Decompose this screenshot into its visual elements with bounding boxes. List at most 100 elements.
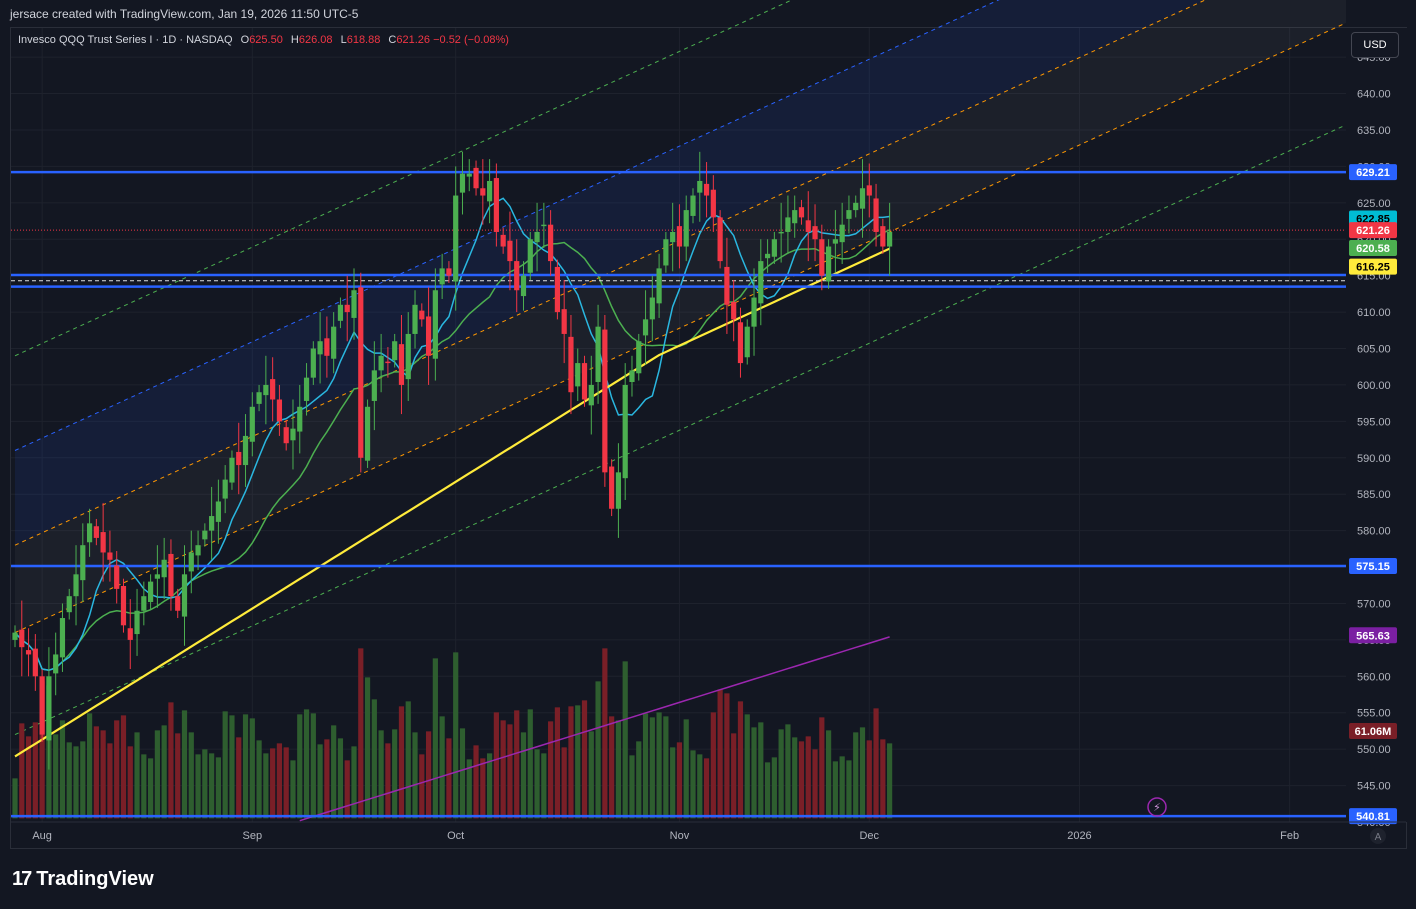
candle-body [32,648,38,677]
price-tag [1349,808,1397,825]
volume-bar [405,701,411,819]
candle [405,312,411,401]
candle [80,523,86,603]
alert-lightning-icon[interactable] [1147,797,1167,817]
candle-body [236,451,242,466]
volume-bar [446,738,452,819]
candle-body [86,523,93,543]
volume-bar [737,701,744,819]
volume-bar [595,681,601,819]
candle [12,625,18,648]
volume-bar [59,720,66,819]
volume-bar [358,648,364,819]
volume-bar [744,714,750,819]
candle-body [866,185,872,196]
candle-body [622,384,628,479]
volume-bar [93,726,99,819]
candle-body [270,379,276,400]
volume-bar [459,728,466,819]
volume-bar [202,749,208,819]
candle-body [12,632,18,640]
candle [534,202,540,272]
volume-bar [66,742,72,819]
volume-bar [276,743,283,819]
candle [148,574,154,610]
candle-body [792,210,798,224]
ema-mid-line [14,229,890,672]
candle [297,384,303,454]
candle [114,551,120,604]
candle-body [46,676,52,741]
candle [46,647,52,770]
volume-bar [487,753,493,819]
volume-bar [690,750,696,819]
candle-body [195,545,201,556]
volume-bar [887,743,893,819]
volume-bar [622,661,628,819]
price-tag [1349,258,1397,275]
volume-bar [209,753,215,819]
candle-body [371,370,377,401]
candle [642,290,649,365]
auto-scale-button[interactable] [1370,828,1386,844]
volume-bar [805,736,811,819]
volume-bar [32,722,38,819]
volume-bar [453,652,459,819]
volume-bar [581,700,588,819]
candle-body [425,316,432,356]
candle-body [53,654,59,674]
volume-bar [764,762,771,819]
symbol-title[interactable]: Invesco QQQ Trust Series I · 1D · NASDAQ [18,34,233,46]
candle [520,261,527,311]
volume-bar [527,709,533,819]
candle [758,239,764,326]
candle-body [636,341,642,374]
candle-body [66,596,72,613]
volume-bar [731,733,737,819]
volume-bar [812,749,818,819]
candle [446,261,452,283]
candle [181,545,188,646]
candle-body [392,341,398,361]
volume-bar [554,707,560,819]
candle-body [303,377,310,401]
sma-long-line [14,247,891,758]
y-tick-label: 590.00 [1357,453,1391,465]
candle-body [459,173,466,193]
candle-body [297,406,303,432]
candle-body [615,472,622,509]
candle [236,422,242,495]
candle [798,199,805,225]
candle-body [412,304,418,334]
volume-bar [541,753,547,819]
volume-bar [317,744,323,819]
candle-body [703,183,710,196]
currency-button[interactable]: USD [1351,32,1399,58]
open-value: 625.50 [249,34,283,46]
candle [846,195,852,234]
candle-body [378,355,384,371]
candle-body [181,574,188,617]
candle [53,632,59,696]
candle [710,175,716,232]
volume-bar [575,705,581,819]
price-tag-label: 565.63 [1356,630,1390,642]
candle-body [290,428,296,441]
candle [629,355,635,397]
candle-body [690,195,696,216]
candle [493,163,499,247]
candle-body [839,224,845,243]
y-tick-label: 580.00 [1357,526,1391,538]
volume-bar [724,693,730,819]
candle-body [59,618,66,658]
candle-body [873,198,879,232]
candle-body [785,217,791,232]
candle-body [561,309,567,334]
upper-channel-line [14,0,1000,451]
x-tick-label: 2026 [1067,830,1091,842]
volume-bar [534,749,540,819]
candle [283,419,289,451]
price-tag-label: 61.06M [1355,726,1392,738]
candle [270,357,276,422]
